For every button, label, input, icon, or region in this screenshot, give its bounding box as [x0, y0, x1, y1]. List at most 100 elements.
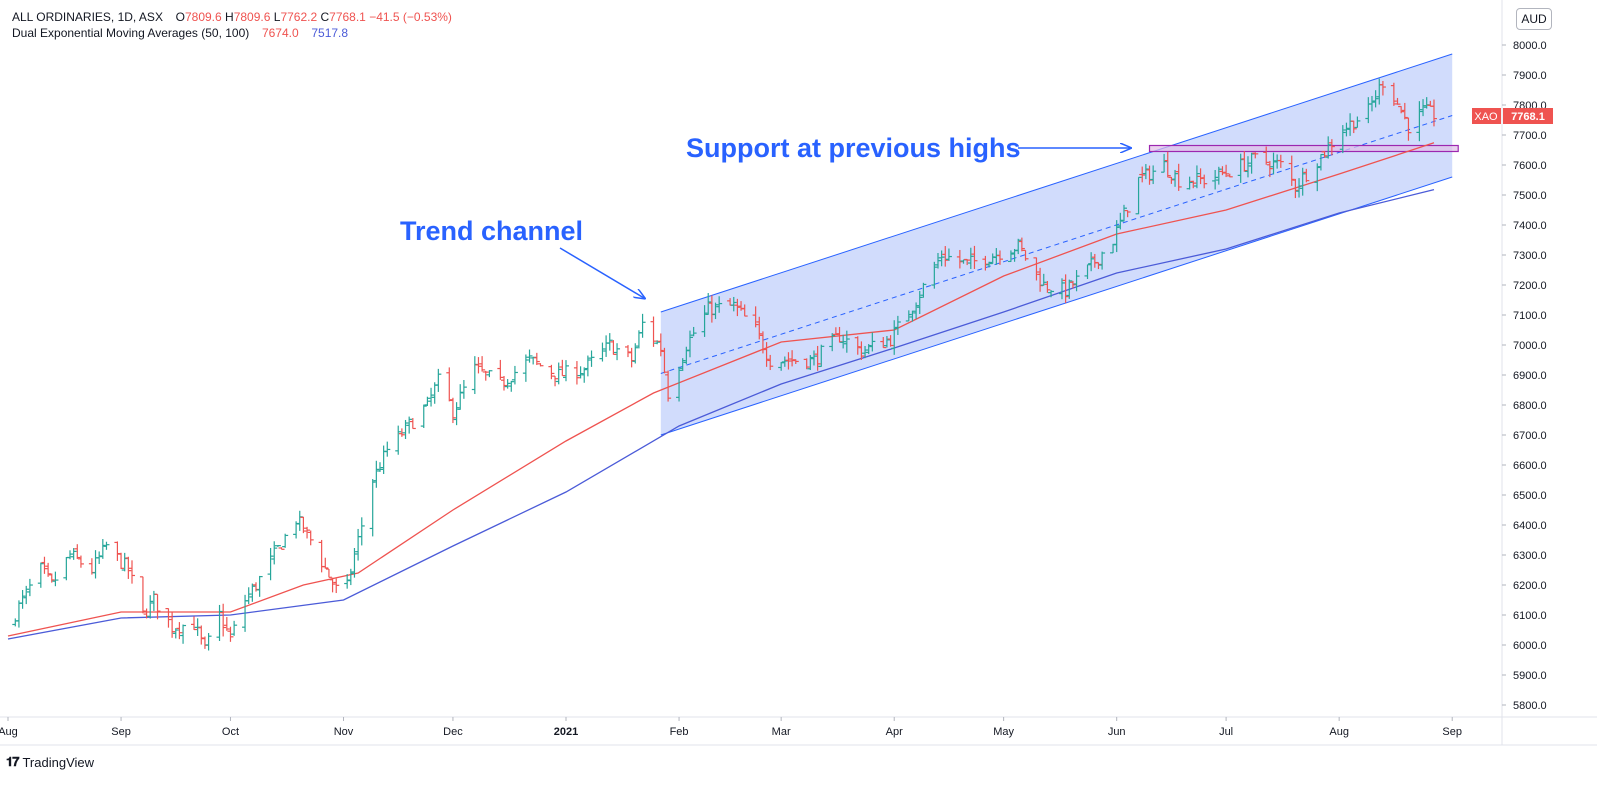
ohlc-bar: [614, 343, 621, 361]
ohlc-bar: [1168, 176, 1175, 184]
ohlc-bar: [428, 387, 435, 407]
legend-indicator[interactable]: Dual Exponential Moving Averages (50, 10…: [12, 26, 348, 40]
ohlc-bar: [180, 624, 187, 644]
ohlc-bar: [581, 367, 588, 383]
ohlc-bar: [114, 541, 121, 561]
tradingview-logo[interactable]: 𝟏𝟕 TradingView: [6, 754, 94, 770]
ohlc-bar: [1044, 281, 1051, 293]
ohlc-bar: [201, 636, 208, 649]
ohlc-bar: [858, 341, 865, 360]
ohlc-bar: [869, 332, 876, 352]
ohlc-bar: [624, 345, 631, 358]
legend-close-label: C: [320, 10, 330, 24]
ohlc-bar: [1368, 95, 1375, 112]
ohlc-bar: [778, 362, 785, 371]
ohlc-bar: [300, 516, 307, 534]
ohlc-bar: [548, 364, 555, 380]
ohlc-bar: [74, 544, 81, 560]
price-tick-label: 7700.0: [1513, 130, 1547, 142]
price-tag-value-box: [1503, 108, 1553, 124]
ohlc-bar: [256, 575, 263, 597]
ohlc-bar: [705, 293, 712, 315]
ohlc-bar: [1201, 174, 1208, 189]
ohlc-bar: [1150, 165, 1157, 185]
ohlc-bar: [351, 548, 358, 578]
ohlc-bar: [406, 416, 413, 434]
ohlc-bar: [347, 568, 354, 586]
chart-body: [0, 0, 1597, 746]
price-tick-label: 6300.0: [1513, 550, 1547, 562]
ohlc-bar: [1354, 116, 1361, 129]
ohlc-bar: [1161, 153, 1168, 173]
ohlc-bar: [562, 360, 569, 382]
time-tick-label: May: [993, 726, 1014, 738]
ohlc-bar: [789, 350, 796, 367]
ohlc-bar: [1172, 169, 1179, 187]
ohlc-bar: [679, 358, 686, 372]
ohlc-bar: [220, 603, 227, 637]
ohlc-bar: [1398, 105, 1405, 114]
ohlc-bar: [274, 545, 281, 547]
ohlc-bar: [1317, 153, 1324, 171]
ohlc-bar: [555, 362, 562, 385]
moving-averages: [7, 142, 1435, 640]
ohlc-bar: [322, 557, 329, 569]
ema-50-line: [7, 142, 1435, 637]
ohlc-bar: [190, 616, 197, 631]
ohlc-bar: [402, 419, 409, 439]
ohlc-bar: [223, 617, 230, 631]
ohlc-bar: [504, 379, 511, 389]
ohlc-bar: [395, 425, 402, 455]
ohlc-bar: [1241, 151, 1248, 172]
support-label: Support at previous highs: [686, 133, 1021, 163]
ohlc-bar: [584, 355, 591, 377]
ohlc-bar: [767, 354, 774, 371]
ohlc-bar: [435, 368, 442, 392]
currency-button[interactable]: AUD: [1516, 8, 1552, 30]
ema-100-line: [7, 189, 1435, 640]
ohlc-bar: [942, 246, 949, 267]
ohlc-bar: [318, 539, 325, 573]
ohlc-bar: [1139, 166, 1146, 183]
ohlc-bar: [15, 600, 22, 628]
ohlc-bar: [818, 344, 825, 368]
ohlc-bar: [497, 359, 504, 380]
ohlc-bar: [734, 298, 741, 317]
ohlc-bar: [147, 595, 154, 619]
ohlc-bar: [103, 541, 110, 550]
ohlc-bar: [88, 558, 95, 575]
ohlc-bar: [1401, 102, 1408, 120]
ohlc-bar: [1007, 250, 1014, 263]
ohlc-bar: [1186, 176, 1193, 190]
ohlc-bar: [996, 250, 1003, 265]
ohlc-bar: [1328, 139, 1335, 156]
ohlc-bar: [1288, 155, 1295, 186]
ohlc-bar: [460, 380, 467, 399]
legend-close: 7768.1: [329, 10, 366, 24]
ohlc-bar: [632, 343, 639, 364]
ohlc-bar: [1430, 99, 1437, 127]
ohlc-bar: [358, 517, 365, 546]
ohlc-bar: [807, 355, 814, 371]
ohlc-bar: [741, 304, 748, 317]
ohlc-bar: [887, 335, 894, 347]
ohlc-bar: [526, 349, 533, 363]
ohlc-bar: [588, 350, 595, 367]
ohlc-bar: [373, 460, 380, 488]
price-tick-label: 6600.0: [1513, 460, 1547, 472]
ohlc-bar: [628, 347, 635, 368]
time-tick-label: Nov: [334, 726, 354, 738]
price-tick-label: 5800.0: [1513, 700, 1547, 712]
time-tick-label: Sep: [111, 726, 131, 738]
ohlc-bar: [1015, 238, 1022, 255]
ohlc-bar: [41, 556, 48, 574]
ohlc-bar: [26, 578, 33, 597]
ohlc-bar: [559, 359, 566, 377]
ohlc-bar: [1135, 176, 1142, 215]
trend-channel-upper: [660, 53, 1453, 313]
ohlc-bar: [231, 620, 238, 636]
ohlc-bar: [832, 327, 839, 335]
tradingview-logo-icon: 𝟏𝟕: [6, 754, 20, 769]
legend-symbol: ALL ORDINARIES, 1D, ASX: [12, 10, 163, 24]
